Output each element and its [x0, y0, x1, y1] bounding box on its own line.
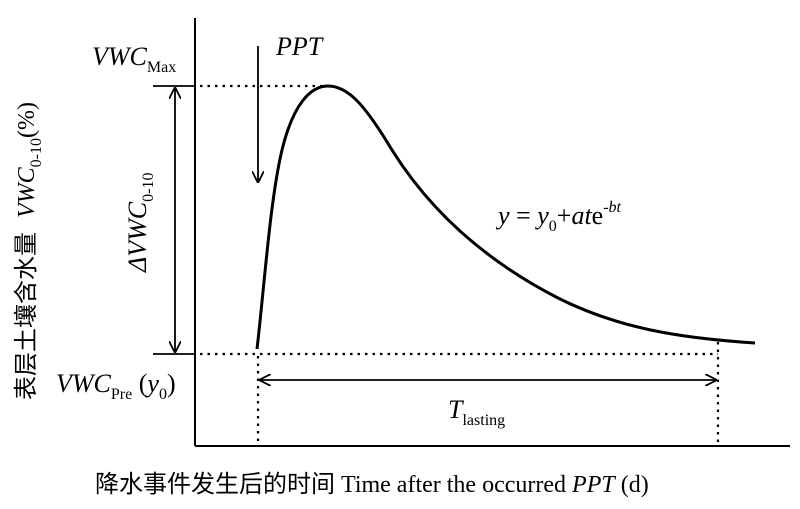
equation-t: t [584, 201, 592, 230]
y-axis-unit: (%) [14, 102, 40, 138]
equation-a: a [571, 201, 584, 230]
t-lasting-label: Tlasting [448, 395, 505, 429]
x-axis-ppt: PPT [571, 472, 616, 498]
equation-e: e [592, 201, 604, 230]
vwc-response-curve [255, 84, 756, 350]
x-axis-label: 降水事件发生后的时间 Time after the occurred PPT (… [95, 470, 649, 498]
equation-exponent: -bt [603, 199, 621, 216]
y-axis-chinese: 表层土壤含水量 [12, 232, 40, 400]
vwc-pre-paren-open: ( [132, 369, 147, 398]
equation-y: y [495, 201, 510, 230]
delta-vwc-main: ΔVWC [123, 201, 152, 273]
vwc-max-main: VWC [92, 42, 148, 71]
vwc-pre-paren-close: ) [167, 369, 176, 398]
delta-vwc-sub: 0-10 [140, 173, 157, 202]
vwc-pre-y-sub: 0 [159, 386, 167, 403]
vwc-pre-sub: Pre [111, 386, 132, 403]
equation-y0: y [534, 201, 549, 230]
y-axis-vwc: VWC [14, 166, 40, 218]
equation-eq: = [510, 201, 538, 230]
y-axis-label: 表层土壤含水量 VWC0-10(%) [12, 102, 45, 400]
vwc-max-label: VWCMax [92, 42, 176, 76]
t-lasting-sub: lasting [462, 412, 505, 429]
x-axis-english-pre: Time after the occurred [335, 472, 572, 498]
vwc-pre-y: y [144, 369, 159, 398]
equation-plus: + [557, 201, 572, 230]
equation-y0-sub: 0 [549, 218, 557, 235]
y-axis-sub: 0-10 [28, 138, 45, 167]
x-axis-chinese: 降水事件发生后的时间 [95, 470, 335, 498]
x-axis-english-post: (d) [615, 472, 649, 498]
vwc-pre-label: VWCPre (y0) [56, 369, 176, 403]
decay-equation: y = y0+ate-bt [495, 199, 622, 235]
t-lasting-main: T [448, 395, 464, 424]
vwc-max-sub: Max [147, 59, 176, 76]
delta-vwc-label: ΔVWC0-10 [123, 173, 157, 273]
vwc-pre-main: VWC [56, 369, 112, 398]
ppt-label: PPT [275, 32, 324, 61]
